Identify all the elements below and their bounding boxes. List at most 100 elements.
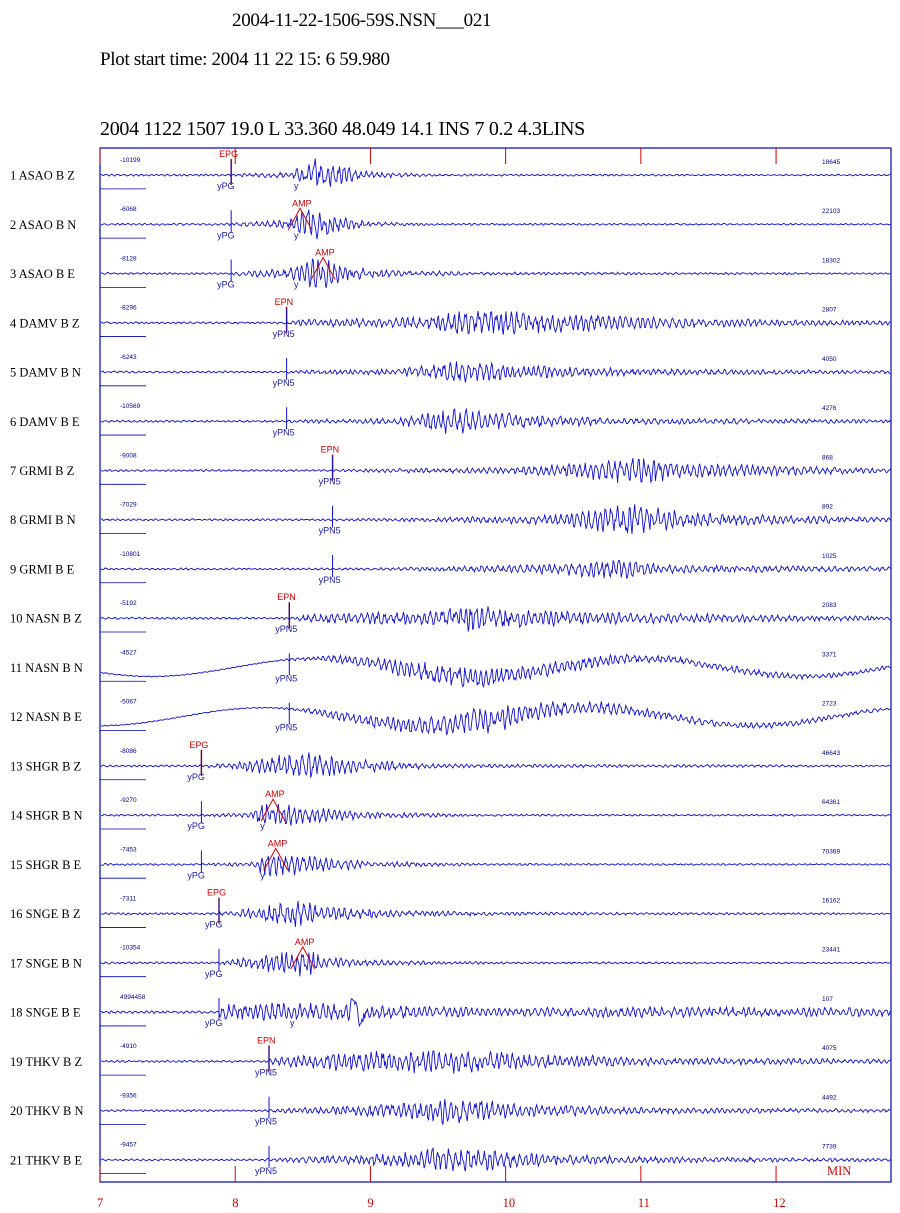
pick-type-label: yPG (187, 870, 205, 880)
channel-max-value: 892 (822, 504, 833, 511)
pick-amp-marker (287, 207, 313, 231)
channel-min-value: -5192 (120, 600, 137, 607)
channel-max-value: 16162 (822, 897, 840, 904)
channel-waveform (100, 361, 891, 383)
channel-18: 18 SNGE B E 4994458 107 yPG y (10, 994, 891, 1028)
channel-max-value: 4492 (822, 1094, 837, 1101)
pick-y-label: y (290, 1018, 295, 1028)
channel-waveform (100, 158, 891, 187)
channel-min-value: -10354 (120, 945, 141, 952)
x-tick-label: 8 (232, 1196, 238, 1210)
pick-type-label: yPN5 (319, 526, 341, 536)
channel-waveform (100, 653, 891, 689)
x-tick-label: 11 (638, 1196, 650, 1210)
channel-min-value: -7029 (120, 502, 137, 509)
pick-amp-label: AMP (268, 838, 288, 848)
pick-type-label: yPG (205, 920, 223, 930)
pick-amp-marker (260, 798, 286, 822)
pick-phase-label: EPN (277, 592, 296, 602)
channel-label: 10 NASN B Z (10, 612, 82, 626)
pick-phase-label: EPN (275, 297, 294, 307)
pick-type-label: yPN5 (255, 1166, 277, 1176)
channel-label: 13 SHGR B Z (10, 759, 81, 773)
channel-min-value: -6068 (120, 206, 137, 213)
channel-max-value: 4075 (822, 1045, 837, 1052)
channel-min-value: -8086 (120, 748, 137, 755)
channel-min-value: -7453 (120, 846, 137, 853)
pick-type-label: yPN5 (273, 378, 295, 388)
channel-waveform (101, 701, 891, 736)
channel-7: 7 GRMI B Z -9008 868 EPN yPN5 (10, 445, 891, 487)
pick-phase-label: EPG (219, 149, 238, 159)
channel-label: 6 DAMV B E (10, 415, 80, 429)
x-tick-label: 10 (503, 1196, 515, 1210)
pick-amp-label: AMP (295, 937, 315, 947)
channel-max-value: 70369 (822, 848, 840, 855)
channel-16: 16 SNGE B Z -7311 16162 EPG yPG (10, 888, 891, 930)
pick-type-label: yPN5 (255, 1067, 277, 1077)
event-summary-line: 2004 1122 1507 19.0 L 33.360 48.049 14.1… (100, 118, 586, 140)
channel-waveform (100, 952, 891, 977)
channel-5: 5 DAMV B N -6243 4050 yPN5 (10, 354, 891, 388)
channel-max-value: 4050 (822, 356, 837, 363)
pick-type-label: yPN5 (275, 624, 297, 634)
channel-21: 21 THKV B E -9457 7739 yPN5 (10, 1142, 891, 1176)
channel-min-value: -9008 (120, 452, 137, 459)
pick-type-label: yPN5 (319, 575, 341, 585)
channel-3: 3 ASAO B E -8128 18302 yPG AMP y (10, 248, 891, 290)
pick-amp-marker (290, 945, 316, 970)
channel-min-value: -8296 (120, 305, 137, 312)
pick-y-label: y (260, 821, 265, 831)
channel-waveform (100, 998, 891, 1028)
channel-max-value: 868 (822, 454, 833, 461)
channel-11: 11 NASN B N -4527 3371 yPN5 (10, 649, 891, 689)
channel-waveform (100, 258, 891, 288)
channel-19: 19 THKV B Z -4910 4075 EPN yPN5 (10, 1035, 891, 1077)
channel-9: 9 GRMI B E -10801 1025 yPN5 (10, 551, 891, 585)
channel-20: 20 THKV B N -9356 4492 yPN5 (10, 1092, 891, 1127)
pick-type-label: yPN5 (319, 477, 341, 487)
pick-type-label: yPN5 (273, 427, 295, 437)
pick-amp-label: AMP (292, 198, 312, 208)
channel-max-value: 64361 (822, 799, 840, 806)
channel-1: 1 ASAO B Z -10199 18645 EPG yPG y (10, 149, 891, 191)
pick-type-label: yPG (217, 181, 235, 191)
x-tick-label: 12 (773, 1196, 786, 1210)
channel-waveform (100, 1050, 891, 1074)
pick-type-label: yPG (217, 230, 235, 240)
channel-14: 14 SHGR B N -9270 64361 yPG AMP y (10, 789, 891, 831)
channel-waveform (100, 606, 891, 632)
channel-10: 10 NASN B Z -5192 2083 EPN yPN5 (10, 592, 891, 634)
channel-waveform (100, 901, 891, 928)
channel-label: 8 GRMI B N (10, 513, 76, 527)
channel-waveform (100, 209, 891, 240)
channel-max-value: 18645 (822, 159, 840, 166)
pick-y-label: y (294, 280, 299, 290)
channel-min-value: -4910 (120, 1043, 137, 1050)
channel-waveform (100, 311, 891, 335)
channel-max-value: 7739 (822, 1144, 837, 1151)
channel-label: 19 THKV B Z (10, 1055, 82, 1069)
channel-label: 4 DAMV B Z (10, 316, 80, 330)
channel-waveform (100, 803, 891, 826)
channel-label: 5 DAMV B N (10, 366, 81, 380)
channel-min-value: -7311 (120, 895, 137, 902)
x-tick-label: 9 (367, 1196, 373, 1210)
pick-type-label: yPN5 (273, 329, 295, 339)
channel-waveform (100, 1099, 891, 1125)
channel-min-value: -4527 (120, 649, 137, 656)
pick-y-label: y (294, 181, 299, 191)
channel-max-value: 22103 (822, 208, 840, 215)
pick-type-label: yPN5 (275, 723, 297, 733)
channel-label: 9 GRMI B E (10, 562, 75, 576)
channel-max-value: 46643 (822, 750, 840, 757)
channel-label: 3 ASAO B E (10, 267, 75, 281)
pick-amp-label: AMP (315, 248, 335, 258)
channel-12: 12 NASN B E -5067 2723 yPN5 (10, 699, 891, 736)
plot-title: 2004-11-22-1506-59S.NSN___021 (232, 10, 492, 31)
channel-2: 2 ASAO B N -6068 22103 yPG AMP y (10, 198, 891, 240)
channel-min-value: -9270 (120, 797, 137, 804)
channel-8: 8 GRMI B N -7029 892 yPN5 (10, 502, 891, 536)
channel-max-value: 18302 (822, 257, 840, 264)
pick-type-label: yPG (205, 969, 223, 979)
